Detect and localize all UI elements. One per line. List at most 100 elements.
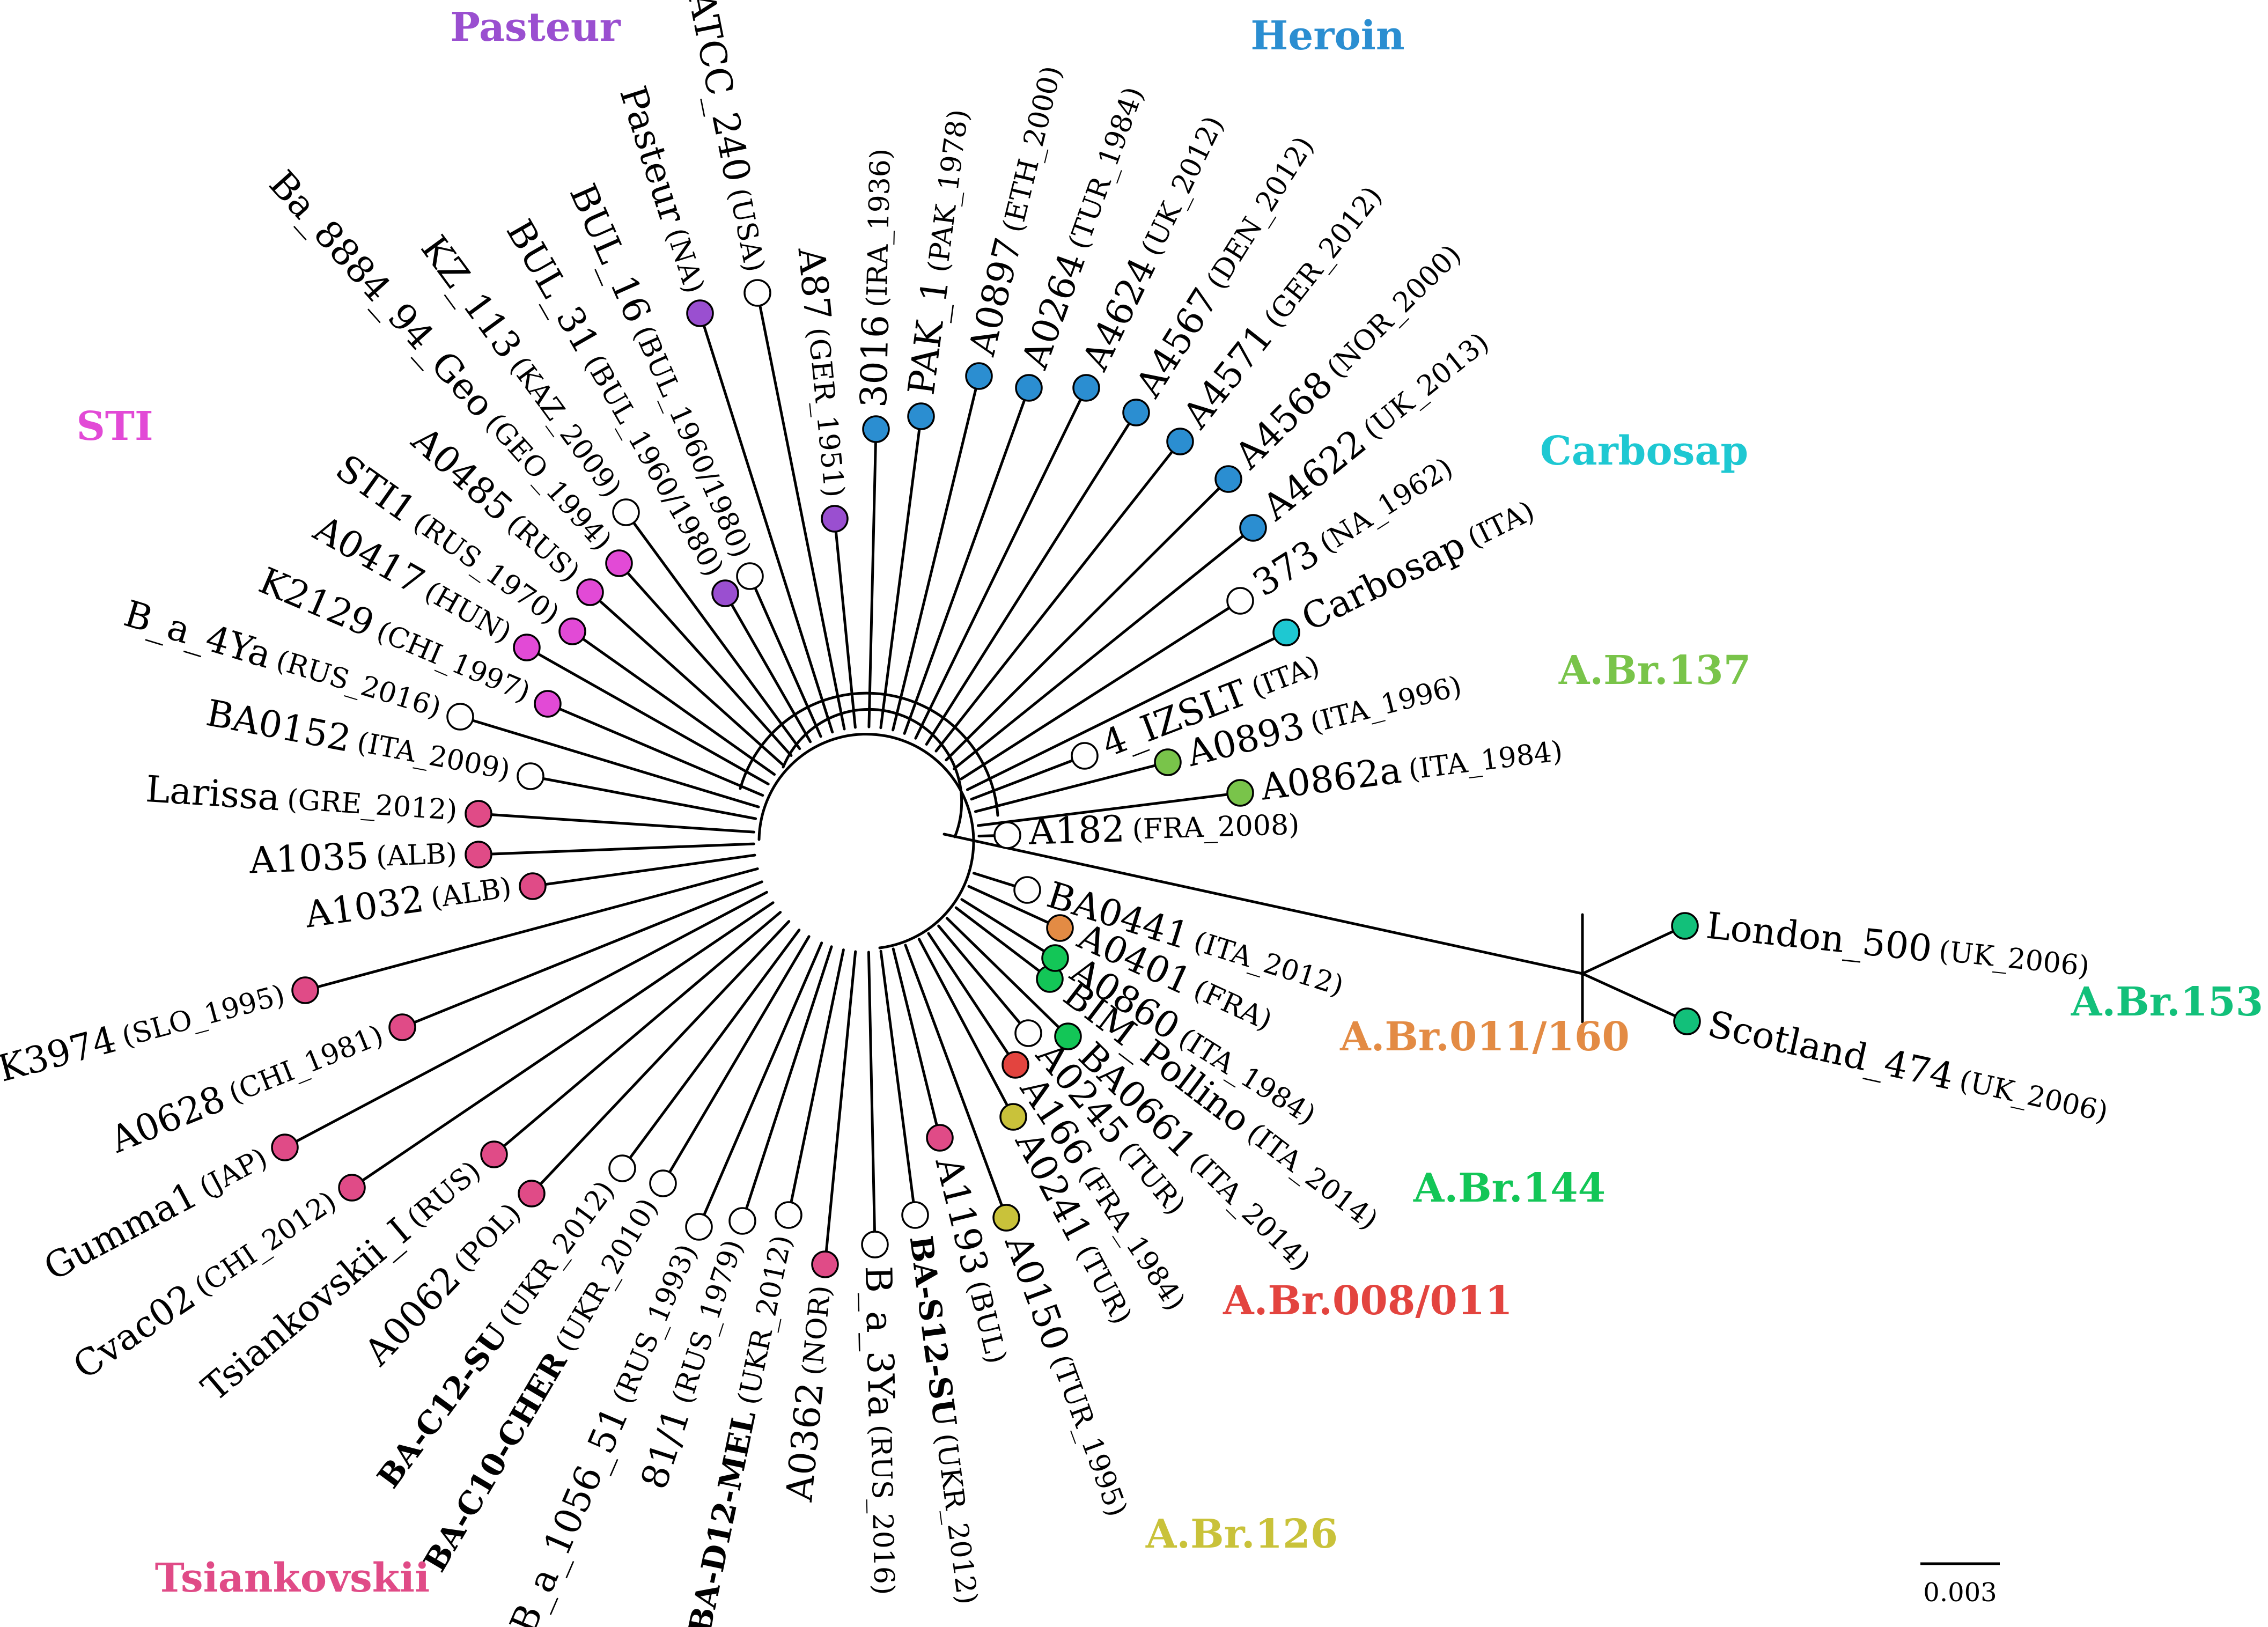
tip-ba-c12-su [608,1154,636,1182]
tip-a4624 [1072,374,1100,402]
branch-larissa [477,812,755,834]
leaf-meta: (UKR_2012) [930,1432,984,1607]
leaf-meta: (ITA) [1462,495,1540,555]
label-cvac02: Cvac02(CHI_2012) [65,1180,344,1388]
tip-a0245 [1014,1019,1042,1047]
branch-a1035 [477,842,755,856]
tip-a166 [1002,1051,1029,1079]
leaf-meta: (RUS_2016) [865,1424,901,1595]
branch-k3974 [304,867,759,992]
leaf-meta: (TUR_1995) [1044,1350,1133,1521]
leaf-name: A0362 [778,1381,832,1504]
leaf-name: B_a_4Ya [120,592,277,676]
label-a0362: A0362(NOR) [778,1283,842,1504]
leaf-meta: (ITA_2009) [355,726,513,786]
leaf-meta: (ITA_1996) [1307,669,1465,739]
tip-a0862a [1226,779,1254,807]
tip-pasteur [686,299,714,327]
leaf-meta: (FRA_2008) [1132,808,1300,845]
leaf-meta: (RUS) [401,1154,487,1234]
tip-carbosap [1272,619,1300,646]
tip-gumma1 [271,1133,299,1161]
tip-a0893 [1154,748,1182,776]
leaf-name: K3974 [0,1018,121,1090]
tip-atcc-240 [743,279,771,307]
leaf-name: A0628 [104,1077,231,1161]
tip-a0150 [992,1204,1020,1232]
leaf-name: 81/1 [633,1403,698,1495]
tip-a87 [821,505,849,533]
tip-a0417 [513,634,541,661]
leaf-name: BA-D12-MEL [681,1408,763,1627]
leaf-meta: (UK_2006) [1956,1064,2111,1128]
leaf-name: Larissa [144,768,281,819]
branch-abr153-stem [942,833,1584,975]
branch-a4568 [945,477,1230,762]
clade-label-tsiankovskii: Tsiankovskii [155,1555,430,1601]
branch-a0245 [937,924,1030,1035]
tip-a0264 [1015,374,1043,402]
tip-k3974 [291,976,319,1004]
leaf-meta: (CHI_1981) [224,1019,388,1110]
tip-pak-1 [907,402,935,430]
tip-k2129 [534,690,562,718]
branch-ba-s12-su [879,949,917,1217]
label-pak-1: PAK_1(PAK_1978) [900,107,979,397]
leaf-meta: (IRA_1936) [861,148,897,307]
branch-pak-1 [879,415,923,730]
branch-a4624 [914,386,1088,740]
leaf-name: Scotland_474 [1704,1003,1957,1098]
leaf-meta: (SLO_1995) [119,978,289,1053]
branch-london-500 [1581,924,1687,975]
tip-a4571 [1166,428,1194,455]
leaf-meta: (UK_2012) [1135,111,1230,261]
branch-kz-113 [624,511,801,750]
leaf-meta: (GER_1951) [802,326,851,499]
branch-81-1 [741,945,833,1223]
branch-a4571 [934,440,1182,753]
leaf-name: A87 [790,245,839,322]
leaf-meta: (FRA) [1189,973,1277,1036]
central-arc-2 [739,691,999,817]
branch-b-a-1056-51 [697,941,823,1228]
tip-ba-8884-94-geo [605,549,633,577]
branch-a0485 [588,591,784,766]
clade-labels: Pasteur Heroin STI Carbosap A.Br.137 A.Br.153… [76,4,2263,1601]
tip-ba0441 [1013,876,1041,904]
branch-373 [960,599,1242,781]
branch-ba-c12-su [621,929,801,1170]
clade-label-abr008_011: A.Br.008/011 [1223,1278,1513,1324]
central-arc-3 [782,708,963,838]
branch-a0241 [917,938,1015,1118]
clade-label-abr137: A.Br.137 [1558,647,1751,694]
tip-scotland-474 [1673,1007,1701,1035]
tip-a0241 [999,1103,1027,1131]
leaf-name: A0862a [1258,749,1403,808]
leaf-meta: (ALB) [429,871,513,914]
branch-a0401 [967,885,1062,930]
branch-a0062 [530,920,791,1195]
leaf-meta: (GRE_2012) [286,783,458,827]
leaf-meta: (UK_2006) [1938,935,2091,983]
leaf-name: Pasteur [612,81,694,228]
tree-branches [283,291,1689,1266]
branch-bim-pollino [954,906,1051,981]
branch-b-a-3ya [867,951,877,1246]
leaf-name: A1035 [248,835,370,882]
tip-ba0152 [517,762,544,790]
leaf-meta: (BUL) [961,1277,1013,1367]
tree-tips [271,279,1701,1278]
leaf-name: Tsiankovskii_I [194,1210,418,1410]
leaf-name: B_a_3Ya [857,1265,902,1418]
tip-a0860 [1041,944,1069,972]
branch-a1032 [531,853,756,888]
label-a182: A182 (FRA_2008) [1028,803,1300,853]
tip-a4622 [1239,514,1267,542]
leaf-meta: (USA) [723,186,771,275]
leaf-name: Gumma1 [37,1174,204,1289]
leaf-name: A182 [1028,808,1125,853]
branch-pasteur [698,312,834,734]
tip-ba-c10-cher [649,1169,677,1197]
tip-bul-16 [736,562,764,590]
clade-label-abr011_160: A.Br.011/160 [1339,1014,1630,1060]
